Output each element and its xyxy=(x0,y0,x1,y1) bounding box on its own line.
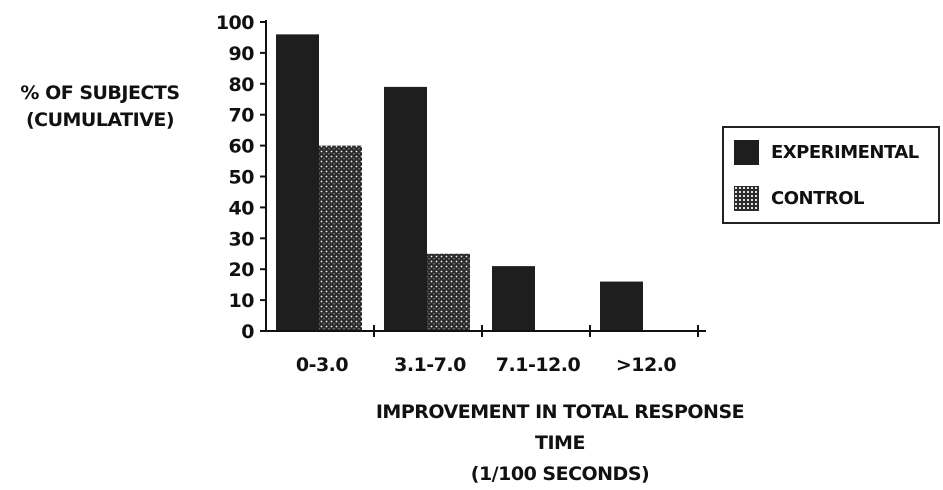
bar-control-2 xyxy=(427,253,470,331)
bar-experimental-1 xyxy=(276,34,319,332)
legend-item-experimental: EXPERIMENTAL xyxy=(734,140,919,165)
y-tick-label-0: 0 xyxy=(241,321,254,343)
y-tick-label-30: 30 xyxy=(229,228,255,250)
y-tick-label-10: 10 xyxy=(229,290,255,312)
legend: EXPERIMENTAL CONTROL xyxy=(722,126,940,224)
y-tick-label-50: 50 xyxy=(229,167,255,189)
y-tick-label-100: 100 xyxy=(216,12,254,34)
y-tick-label-40: 40 xyxy=(229,197,255,219)
bar-experimental-2 xyxy=(384,86,427,331)
legend-item-control: CONTROL xyxy=(734,186,865,211)
x-tick-label-1: 0-3.0 xyxy=(296,354,349,376)
bar-experimental-3 xyxy=(492,266,535,331)
legend-swatch-experimental xyxy=(734,140,759,165)
y-tick-label-70: 70 xyxy=(229,105,255,127)
y-axis-label: % OF SUBJECTS (CUMULATIVE) xyxy=(0,80,200,134)
bar-control-1 xyxy=(319,145,362,331)
x-tick-label-4: >12.0 xyxy=(616,354,677,376)
y-tick-label-60: 60 xyxy=(229,136,255,158)
bar-chart: 0 10 20 30 40 50 60 70 80 90 100 0-3.0 3.1-7.0 7.1-12… xyxy=(216,12,706,376)
legend-label-control: CONTROL xyxy=(771,188,865,209)
x-axis-label-line-1: IMPROVEMENT IN TOTAL RESPONSE TIME xyxy=(375,401,745,454)
axes-group: 0 10 20 30 40 50 60 70 80 90 100 0-3.0 3.1-7.0 7.1-12… xyxy=(216,12,706,376)
y-axis-label-line-1: % OF SUBJECTS xyxy=(20,82,180,104)
y-tick-label-20: 20 xyxy=(229,259,255,281)
x-tick-label-2: 3.1-7.0 xyxy=(394,354,466,376)
x-tick-label-3: 7.1-12.0 xyxy=(496,354,581,376)
legend-swatch-control xyxy=(734,186,759,211)
y-tick-label-80: 80 xyxy=(229,74,255,96)
legend-label-experimental: EXPERIMENTAL xyxy=(771,142,919,163)
y-axis-label-line-2: (CUMULATIVE) xyxy=(25,109,175,131)
x-axis-label: IMPROVEMENT IN TOTAL RESPONSE TIME (1/10… xyxy=(360,397,760,490)
y-tick-label-90: 90 xyxy=(229,43,255,65)
bars-group xyxy=(276,34,643,332)
bar-experimental-4 xyxy=(600,281,643,331)
x-axis-label-line-2: (1/100 SECONDS) xyxy=(470,463,650,485)
